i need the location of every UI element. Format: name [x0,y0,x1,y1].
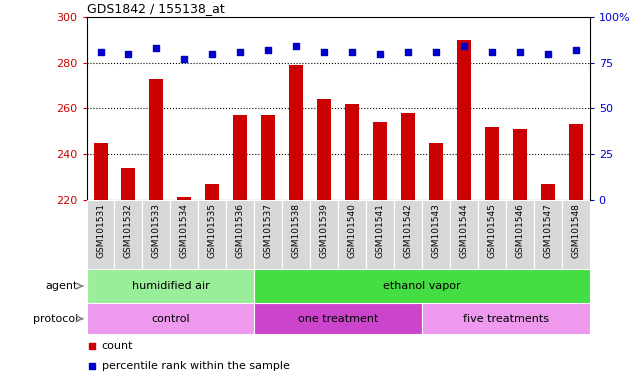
Bar [450,200,478,269]
Text: GSM101531: GSM101531 [96,203,105,258]
Text: GSM101544: GSM101544 [460,203,469,258]
Point [403,49,413,55]
Bar [254,200,282,269]
Bar [87,269,254,303]
Point [87,362,97,369]
Text: protocol: protocol [33,314,78,324]
Point [263,47,273,53]
Bar [541,184,554,200]
Point [431,49,441,55]
Point [123,51,133,57]
Bar [569,124,583,200]
Text: GSM101538: GSM101538 [292,203,301,258]
Point [291,43,301,50]
Bar [289,65,303,200]
Text: humidified air: humidified air [131,281,209,291]
Text: GSM101548: GSM101548 [571,203,580,258]
Text: ethanol vapor: ethanol vapor [383,281,461,291]
Bar [401,113,415,200]
Bar [485,127,499,200]
Text: five treatments: five treatments [463,314,549,324]
Bar [205,184,219,200]
Point [207,51,217,57]
Bar [87,303,254,334]
Bar [429,143,443,200]
Text: GSM101539: GSM101539 [320,203,329,258]
Point [543,51,553,57]
Bar [338,200,366,269]
Point [515,49,525,55]
Bar [282,200,310,269]
Point [375,51,385,57]
Text: GSM101537: GSM101537 [263,203,272,258]
Point [235,49,246,55]
Point [570,47,581,53]
Bar [345,104,359,200]
Text: GSM101532: GSM101532 [124,203,133,258]
Bar [254,269,590,303]
Bar [478,200,506,269]
Bar [394,200,422,269]
Point [487,49,497,55]
Text: GSM101545: GSM101545 [487,203,496,258]
Text: GSM101535: GSM101535 [208,203,217,258]
Text: GSM101543: GSM101543 [431,203,440,258]
Bar [422,303,590,334]
Bar [87,200,115,269]
Bar [262,115,275,200]
Point [151,45,162,51]
Point [459,43,469,50]
Bar [457,40,471,200]
Bar [142,200,171,269]
Text: GSM101546: GSM101546 [515,203,524,258]
Bar [310,200,338,269]
Text: GSM101536: GSM101536 [236,203,245,258]
Text: GSM101533: GSM101533 [152,203,161,258]
Text: GSM101547: GSM101547 [544,203,553,258]
Bar [513,129,527,200]
Point [347,49,357,55]
Point [87,343,97,349]
Text: percentile rank within the sample: percentile rank within the sample [102,361,290,371]
Bar [198,200,226,269]
Bar [422,200,450,269]
Text: GDS1842 / 155138_at: GDS1842 / 155138_at [87,2,224,15]
Bar [226,200,254,269]
Bar [171,200,198,269]
Point [179,56,190,62]
Point [96,49,106,55]
Text: control: control [151,314,190,324]
Bar [254,303,422,334]
Text: GSM101542: GSM101542 [404,203,413,258]
Text: GSM101534: GSM101534 [180,203,189,258]
Bar [506,200,534,269]
Bar [534,200,562,269]
Text: count: count [102,341,133,351]
Bar [115,200,142,269]
Bar [122,168,135,200]
Bar [149,79,163,200]
Text: agent: agent [46,281,78,291]
Text: GSM101540: GSM101540 [347,203,356,258]
Bar [373,122,387,200]
Bar [366,200,394,269]
Bar [317,99,331,200]
Bar [562,200,590,269]
Bar [233,115,247,200]
Point [319,49,329,55]
Text: GSM101541: GSM101541 [376,203,385,258]
Text: one treatment: one treatment [298,314,378,324]
Bar [94,143,108,200]
Bar [178,197,192,200]
